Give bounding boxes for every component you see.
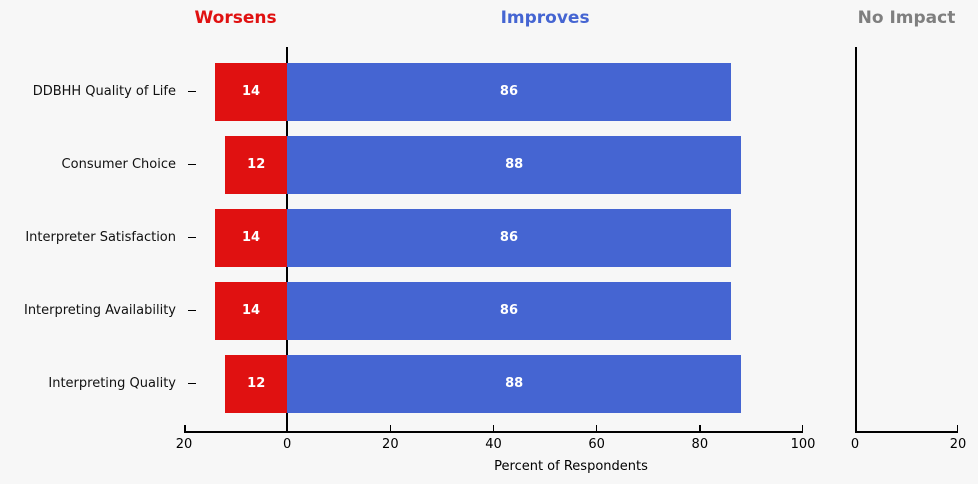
no-impact-left-spine xyxy=(855,47,857,431)
worsens-bar: 14 xyxy=(214,281,288,340)
x-axis-label: Percent of Respondents xyxy=(494,459,648,474)
x-axis-spine xyxy=(855,431,958,433)
category-label: Interpreting Quality xyxy=(48,375,176,391)
y-tick xyxy=(188,163,196,166)
x-tick xyxy=(855,425,857,431)
x-tick xyxy=(492,425,495,431)
panel-header-worsens: Worsens xyxy=(194,8,277,28)
bar-value-label: 88 xyxy=(505,376,524,391)
category-label: Consumer Choice xyxy=(61,156,176,172)
bar-value-label: 12 xyxy=(247,157,266,172)
no-impact-x-axis: 0 20 xyxy=(851,425,966,459)
y-tick xyxy=(188,236,196,239)
bar-value-label: 14 xyxy=(241,230,261,245)
bar-value-label: 12 xyxy=(247,376,266,391)
x-tick xyxy=(184,425,186,431)
x-tick-label: 0 xyxy=(850,437,860,452)
category-label: DDBHH Quality of Life xyxy=(32,83,176,99)
worsens-bar: 12 xyxy=(225,135,288,194)
category-label: Interpreting Availability xyxy=(23,302,176,318)
worsens-bar: 14 xyxy=(214,208,288,267)
improves-bar: 86 xyxy=(287,62,731,121)
x-tick-label: 80 xyxy=(691,437,709,452)
y-tick xyxy=(188,309,196,312)
x-tick xyxy=(286,425,288,431)
x-tick xyxy=(956,425,958,431)
category-label: Interpreter Satisfaction xyxy=(25,229,176,245)
x-tick-label: 20 xyxy=(175,437,193,452)
x-tick xyxy=(801,425,803,431)
worsens-bar: 14 xyxy=(214,62,288,121)
bar-value-label: 86 xyxy=(499,303,518,318)
x-axis-spine xyxy=(184,431,803,433)
bar-value-label: 14 xyxy=(241,303,261,318)
x-tick-label: 0 xyxy=(283,437,292,452)
improves-bar: 88 xyxy=(287,135,742,194)
x-tick xyxy=(699,425,701,431)
bar-value-label: 86 xyxy=(499,84,518,99)
panel-header-improves: Improves xyxy=(500,8,590,28)
bar-value-label: 14 xyxy=(241,84,261,99)
x-tick-label: 20 xyxy=(382,437,399,452)
y-tick xyxy=(188,90,196,93)
x-tick-label: 60 xyxy=(588,437,605,452)
improves-bar: 86 xyxy=(287,208,731,267)
improves-bar: 86 xyxy=(287,281,731,340)
x-tick-label: 20 xyxy=(949,437,967,452)
x-tick xyxy=(595,425,598,431)
y-tick xyxy=(188,382,196,385)
no-impact-plot-area xyxy=(855,47,958,431)
bar-value-label: 88 xyxy=(505,157,524,172)
main-plot-area: 14 86 12 88 14 86 14 86 12 88 xyxy=(184,47,803,431)
x-tick xyxy=(389,425,392,431)
panel-header-no-impact: No Impact xyxy=(857,8,956,28)
main-x-axis: 20 0 20 40 60 80 100 xyxy=(176,425,815,459)
bar-value-label: 86 xyxy=(499,230,518,245)
x-tick-label: 100 xyxy=(790,437,816,452)
improves-bar: 88 xyxy=(287,354,742,413)
x-tick-label: 40 xyxy=(485,437,502,452)
worsens-bar: 12 xyxy=(225,354,288,413)
